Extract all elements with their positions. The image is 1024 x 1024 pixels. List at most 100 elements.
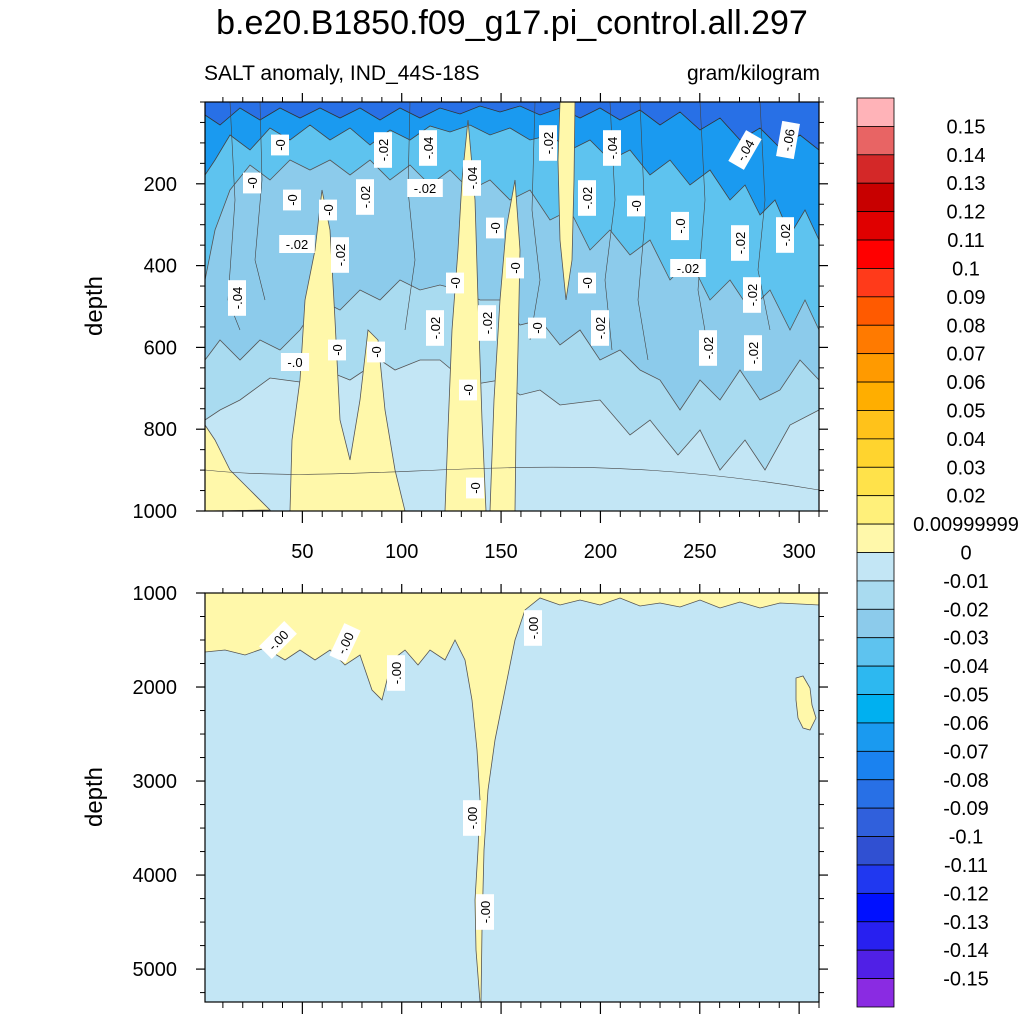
colorbar-swatch xyxy=(856,495,895,525)
top-contour-label-text: -.02 xyxy=(733,232,748,254)
colorbar-level-label: -0.08 xyxy=(943,770,989,792)
bottom-contour-label-text: -.00 xyxy=(465,807,480,829)
top-contour-label: -.02 xyxy=(578,180,596,216)
colorbar-level-label: 0.15 xyxy=(947,116,986,138)
top-contour-label: -0 xyxy=(486,217,504,239)
top-contour-label-bg xyxy=(486,217,504,239)
top-contour-label-text: -.02 xyxy=(778,224,793,246)
top-contour-label-bg xyxy=(319,199,337,221)
colorbar-level-label: 0.00999999 xyxy=(913,514,1019,536)
colorbar-level-label: -0.15 xyxy=(943,969,989,991)
top-contour-label-bg xyxy=(446,272,464,294)
top-contour-label-bg xyxy=(419,130,437,166)
colorbar-level-label: 0.07 xyxy=(947,344,986,366)
top-contour-label-bg xyxy=(463,160,481,196)
top-contour-label-text: -0 xyxy=(461,384,476,396)
top-contour-label-bg xyxy=(356,179,374,215)
colorbar-swatch xyxy=(856,665,895,695)
top-contour-label-text: -.02 xyxy=(333,244,348,266)
top-contour-label-text: -.0 xyxy=(673,218,688,233)
top-x-tick-label: 200 xyxy=(584,541,617,563)
top-contour-label-bg xyxy=(374,132,392,168)
top-fill-positive-plume-2 xyxy=(289,189,406,512)
colorbar-level-label: -0.05 xyxy=(943,685,989,707)
bottom-contour-label: -.00 xyxy=(329,623,361,663)
bottom-contour-label-bg xyxy=(329,623,361,663)
top-contour-label: -0 xyxy=(459,379,477,401)
top-contour-label-bg xyxy=(506,257,524,279)
top-contour-label-bg xyxy=(280,353,310,371)
top-contour-label-text: -0 xyxy=(285,194,300,206)
bottom-contour-label-text: -.00 xyxy=(526,617,541,639)
colorbar-level-label: -0.04 xyxy=(943,656,989,678)
colorbar-level-label: -0.02 xyxy=(943,599,989,621)
bottom-contour-label: -.00 xyxy=(524,610,542,646)
top-contour-label-bg xyxy=(426,310,444,346)
colorbar-level-label: 0.05 xyxy=(947,400,986,422)
top-contour-label: -.0 xyxy=(671,211,689,241)
top-contour-label: -0 xyxy=(367,341,385,363)
top-contour-label: -.02 xyxy=(699,330,717,366)
top-contour-label-text: -0 xyxy=(488,222,503,234)
top-contour-label: -.02 xyxy=(591,310,609,346)
top-contour-label: -.02 xyxy=(776,217,794,253)
variable-subtitle: SALT anomaly, IND_44S-18S xyxy=(204,62,480,85)
colorbar-swatch xyxy=(856,126,895,156)
top-contour-label-text: -0 xyxy=(629,200,644,212)
top-contour-label-bg xyxy=(670,259,706,277)
top-contour-label-bg xyxy=(731,225,749,261)
top-fill-band-minus06 xyxy=(204,101,820,241)
colorbar-swatch xyxy=(856,381,895,411)
top-contour-label-bg xyxy=(603,130,621,166)
top-contour-label-bg xyxy=(328,339,346,361)
top-contour-label-text: -.02 xyxy=(593,317,608,339)
top-contour-label-text: -0 xyxy=(508,262,523,274)
colorbar: 0.15 0.14 0.13 0.12 0.11 0.1 0.09 0.08 0.07 0.06 0… xyxy=(856,97,1019,1008)
top-x-tick-label: 300 xyxy=(782,541,815,563)
top-contour-label: -0 xyxy=(283,189,301,211)
colorbar-level-label: -0.07 xyxy=(943,741,989,763)
colorbar-swatch xyxy=(856,296,895,326)
colorbar-swatch xyxy=(856,580,895,610)
bottom-contour-label-bg xyxy=(524,610,542,646)
colorbar-swatch xyxy=(856,722,895,752)
top-axes: 200 400 600 800 1000 50 100 150 200 250 300 xyxy=(133,93,828,563)
colorbar-swatch xyxy=(856,608,895,639)
top-y-tick-label: 1000 xyxy=(133,501,178,523)
top-contour-label-text: -.02 xyxy=(376,139,391,161)
colorbar-swatch xyxy=(856,239,895,269)
top-contour-label: -.02 xyxy=(478,305,496,341)
bottom-contour-label-text: -.00 xyxy=(478,901,493,923)
top-contour-label-bg xyxy=(627,195,645,217)
top-contour-label: -0 xyxy=(528,317,546,339)
colorbar-swatch xyxy=(856,324,895,355)
top-contour-label: -.02 xyxy=(374,132,392,168)
colorbar-swatch xyxy=(856,410,895,440)
top-contour-label-bg xyxy=(539,125,557,161)
colorbar-swatch xyxy=(856,154,895,184)
top-contour-label-text: -0 xyxy=(530,322,545,334)
top-contour-label: -.04 xyxy=(463,160,481,196)
top-contour-label-text: -0 xyxy=(321,204,336,216)
top-x-tick-label: 250 xyxy=(683,541,716,563)
colorbar-level-label: 0.11 xyxy=(947,230,984,252)
top-contour-labels: -0 -0 -.02 -.04 -.02 -.04 -.04 -.06 -0 -0 -.02 -.02… xyxy=(228,120,800,499)
top-contour-label: -0 xyxy=(627,195,645,217)
colorbar-level-label: 0.04 xyxy=(947,429,986,451)
bottom-y-tick-label: 1000 xyxy=(133,583,178,605)
colorbar-level-label: -0.06 xyxy=(943,713,989,735)
colorbar-swatch xyxy=(856,892,895,923)
top-contour-label-bg xyxy=(776,217,794,253)
colorbar-level-label: -0.11 xyxy=(944,855,988,877)
top-contour-label: -0 xyxy=(578,272,596,294)
top-x-tick-label: 50 xyxy=(291,541,313,563)
colorbar-level-label: 0.02 xyxy=(947,486,986,508)
top-contour-label-text: -0 xyxy=(468,482,483,494)
top-contour-label-bg xyxy=(728,130,762,170)
top-panel: -0-0-.02 -.04 -.02 -.04 -.04 -.06-0-0-.02 -.02… xyxy=(81,93,828,563)
bottom-contour-label: -.00 xyxy=(476,894,494,930)
top-contour-label: -0 xyxy=(466,477,484,499)
bottom-contour-label: -.00 xyxy=(387,655,405,691)
colorbar-swatch xyxy=(856,466,895,497)
bottom-contour-label: -.00 xyxy=(463,800,481,836)
